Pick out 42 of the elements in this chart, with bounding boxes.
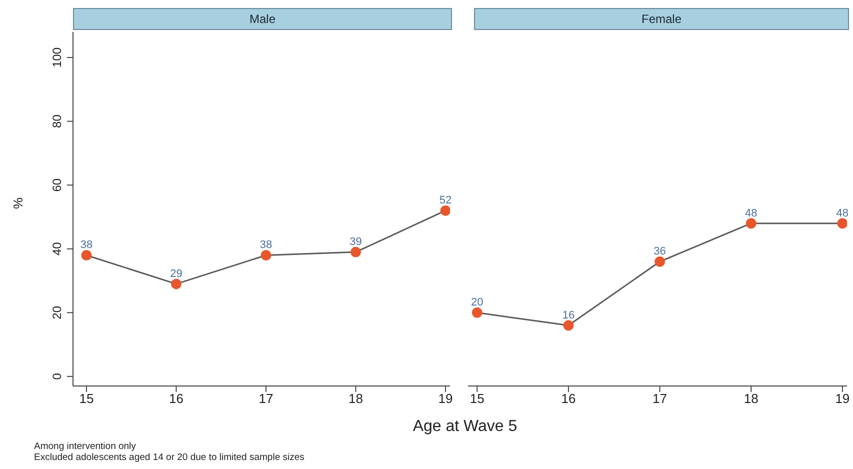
y-axis-title: % (10, 197, 26, 209)
chart-title: Female (474, 8, 849, 30)
data-label: 38 (260, 239, 272, 252)
x-tick-label: 19 (438, 391, 453, 406)
y-tick-label: 60 (50, 178, 64, 192)
point (440, 205, 450, 216)
data-label: 16 (562, 309, 575, 322)
x-axis-title: Age at Wave 5 (412, 418, 518, 436)
point (260, 250, 272, 260)
data-label: 39 (350, 236, 362, 248)
chart-title: Male (73, 8, 452, 30)
data-label: 48 (744, 207, 758, 220)
point (81, 250, 92, 260)
x-tick-label: 19 (835, 391, 850, 406)
text: Excluded adolescents aged 14 or 20 due to limited sample sizes (34, 452, 304, 463)
x-tick-label: 15 (470, 391, 484, 406)
y-tick-label: 20 (50, 306, 64, 320)
x-tick-label: 16 (168, 391, 184, 406)
x-tick-label: 16 (561, 391, 576, 406)
point (654, 256, 666, 267)
text: Among intervention only (34, 441, 137, 452)
x-tick-label: 17 (652, 391, 668, 406)
data-label: 20 (471, 296, 484, 309)
data-label: 38 (80, 239, 93, 252)
point (563, 320, 574, 331)
point (746, 218, 756, 229)
x-tick-label: 17 (258, 391, 274, 406)
data-label: 29 (170, 268, 182, 280)
point (837, 218, 847, 229)
data-label: 36 (654, 246, 666, 258)
x-tick-label: 15 (79, 391, 94, 406)
point (170, 278, 182, 290)
x-tick-label: 18 (348, 391, 363, 406)
y-tick-label: 100 (50, 47, 64, 68)
point (350, 246, 361, 258)
data-label: 52 (439, 194, 452, 207)
y-tick-label: 80 (50, 114, 64, 128)
x-tick-label: 18 (744, 391, 758, 406)
data-label: 48 (836, 207, 849, 220)
point (472, 307, 482, 318)
y-tick-label: 0 (50, 372, 64, 380)
y-tick-label: 40 (50, 242, 64, 256)
